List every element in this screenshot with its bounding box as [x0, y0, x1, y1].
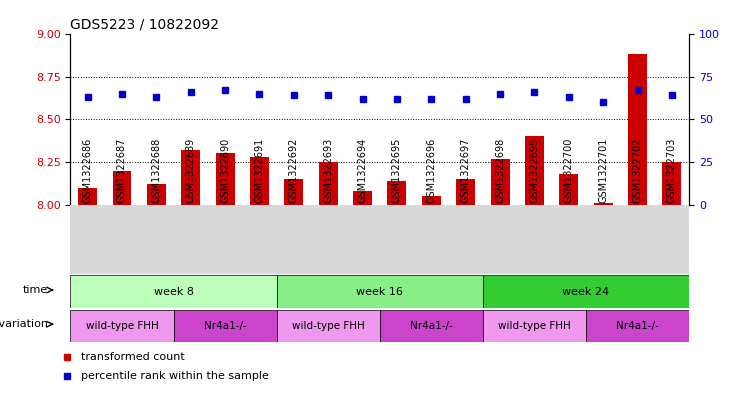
Bar: [70, 310, 173, 342]
Bar: [70, 275, 276, 308]
Bar: [662, 162, 682, 205]
Bar: [78, 187, 97, 205]
Bar: [182, 150, 200, 205]
Bar: [285, 179, 303, 205]
Text: Nr4a1-/-: Nr4a1-/-: [617, 321, 659, 331]
Bar: [491, 159, 510, 205]
Text: wild-type FHH: wild-type FHH: [292, 321, 365, 331]
Text: week 8: week 8: [153, 286, 193, 297]
Bar: [319, 162, 338, 205]
Bar: [422, 196, 441, 205]
Bar: [483, 275, 689, 308]
Text: genotype/variation: genotype/variation: [0, 319, 48, 329]
Bar: [353, 191, 372, 205]
Text: GDS5223 / 10822092: GDS5223 / 10822092: [70, 17, 219, 31]
Text: week 24: week 24: [562, 286, 610, 297]
Text: Nr4a1-/-: Nr4a1-/-: [204, 321, 247, 331]
Bar: [594, 203, 613, 205]
Bar: [113, 171, 131, 205]
Bar: [586, 310, 689, 342]
Bar: [456, 179, 475, 205]
Text: Nr4a1-/-: Nr4a1-/-: [410, 321, 453, 331]
Text: week 16: week 16: [356, 286, 403, 297]
Bar: [559, 174, 578, 205]
Bar: [379, 310, 483, 342]
Text: transformed count: transformed count: [82, 351, 185, 362]
Text: wild-type FHH: wild-type FHH: [85, 321, 159, 331]
Bar: [276, 310, 379, 342]
Bar: [628, 54, 647, 205]
Bar: [173, 310, 276, 342]
Text: percentile rank within the sample: percentile rank within the sample: [82, 371, 269, 382]
Text: wild-type FHH: wild-type FHH: [498, 321, 571, 331]
Bar: [276, 275, 483, 308]
Text: time: time: [23, 285, 48, 295]
Bar: [388, 181, 406, 205]
Bar: [525, 136, 544, 205]
Bar: [250, 157, 269, 205]
Bar: [147, 184, 166, 205]
Bar: [483, 310, 586, 342]
Bar: [216, 153, 235, 205]
